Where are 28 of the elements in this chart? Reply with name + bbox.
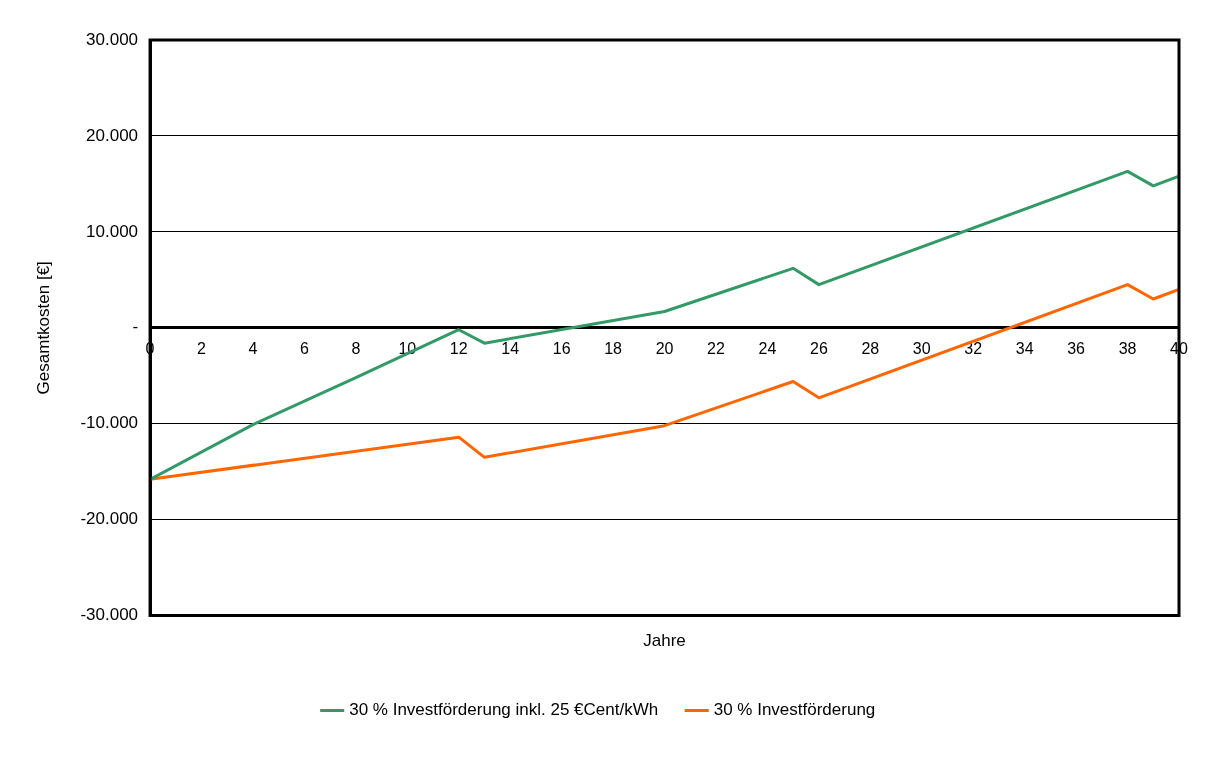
- x-tick-label: 12: [449, 339, 468, 357]
- x-tick-label: 24: [758, 339, 777, 357]
- y-tick-label: -10.000: [80, 413, 139, 433]
- x-tick-label: 18: [604, 339, 623, 357]
- x-tick-label: 22: [707, 339, 725, 357]
- x-tick-label: 30: [912, 339, 931, 357]
- x-tick-label: 4: [248, 339, 258, 357]
- y-tick-label: 10.000: [86, 221, 139, 241]
- x-axis-title: Jahre: [643, 631, 686, 651]
- legend-label: 30 % Investförderung: [713, 700, 876, 720]
- x-tick-label: 26: [809, 339, 828, 357]
- x-tick-label: 36: [1067, 339, 1086, 357]
- x-tick-label: 14: [501, 339, 520, 357]
- x-tick-label: 8: [351, 339, 361, 357]
- y-tick-label: -30.000: [80, 605, 139, 625]
- legend-label: 30 % Investförderung inkl. 25 €Cent/kWh: [349, 700, 659, 720]
- x-tick-label: 20: [655, 339, 674, 357]
- y-tick-label: 30.000: [86, 29, 139, 49]
- x-tick-label: 28: [861, 339, 880, 357]
- y-tick-label: -: [132, 317, 139, 337]
- y-axis-title: Gesamtkosten [€]: [33, 261, 53, 395]
- x-tick-label: 38: [1118, 339, 1137, 357]
- x-tick-label: 34: [1015, 339, 1034, 357]
- y-tick-label: 20.000: [86, 125, 139, 145]
- x-tick-label: 16: [552, 339, 571, 357]
- x-tick-label: 6: [299, 339, 309, 357]
- x-tick-label: 2: [197, 339, 207, 357]
- y-tick-label: -20.000: [80, 509, 139, 529]
